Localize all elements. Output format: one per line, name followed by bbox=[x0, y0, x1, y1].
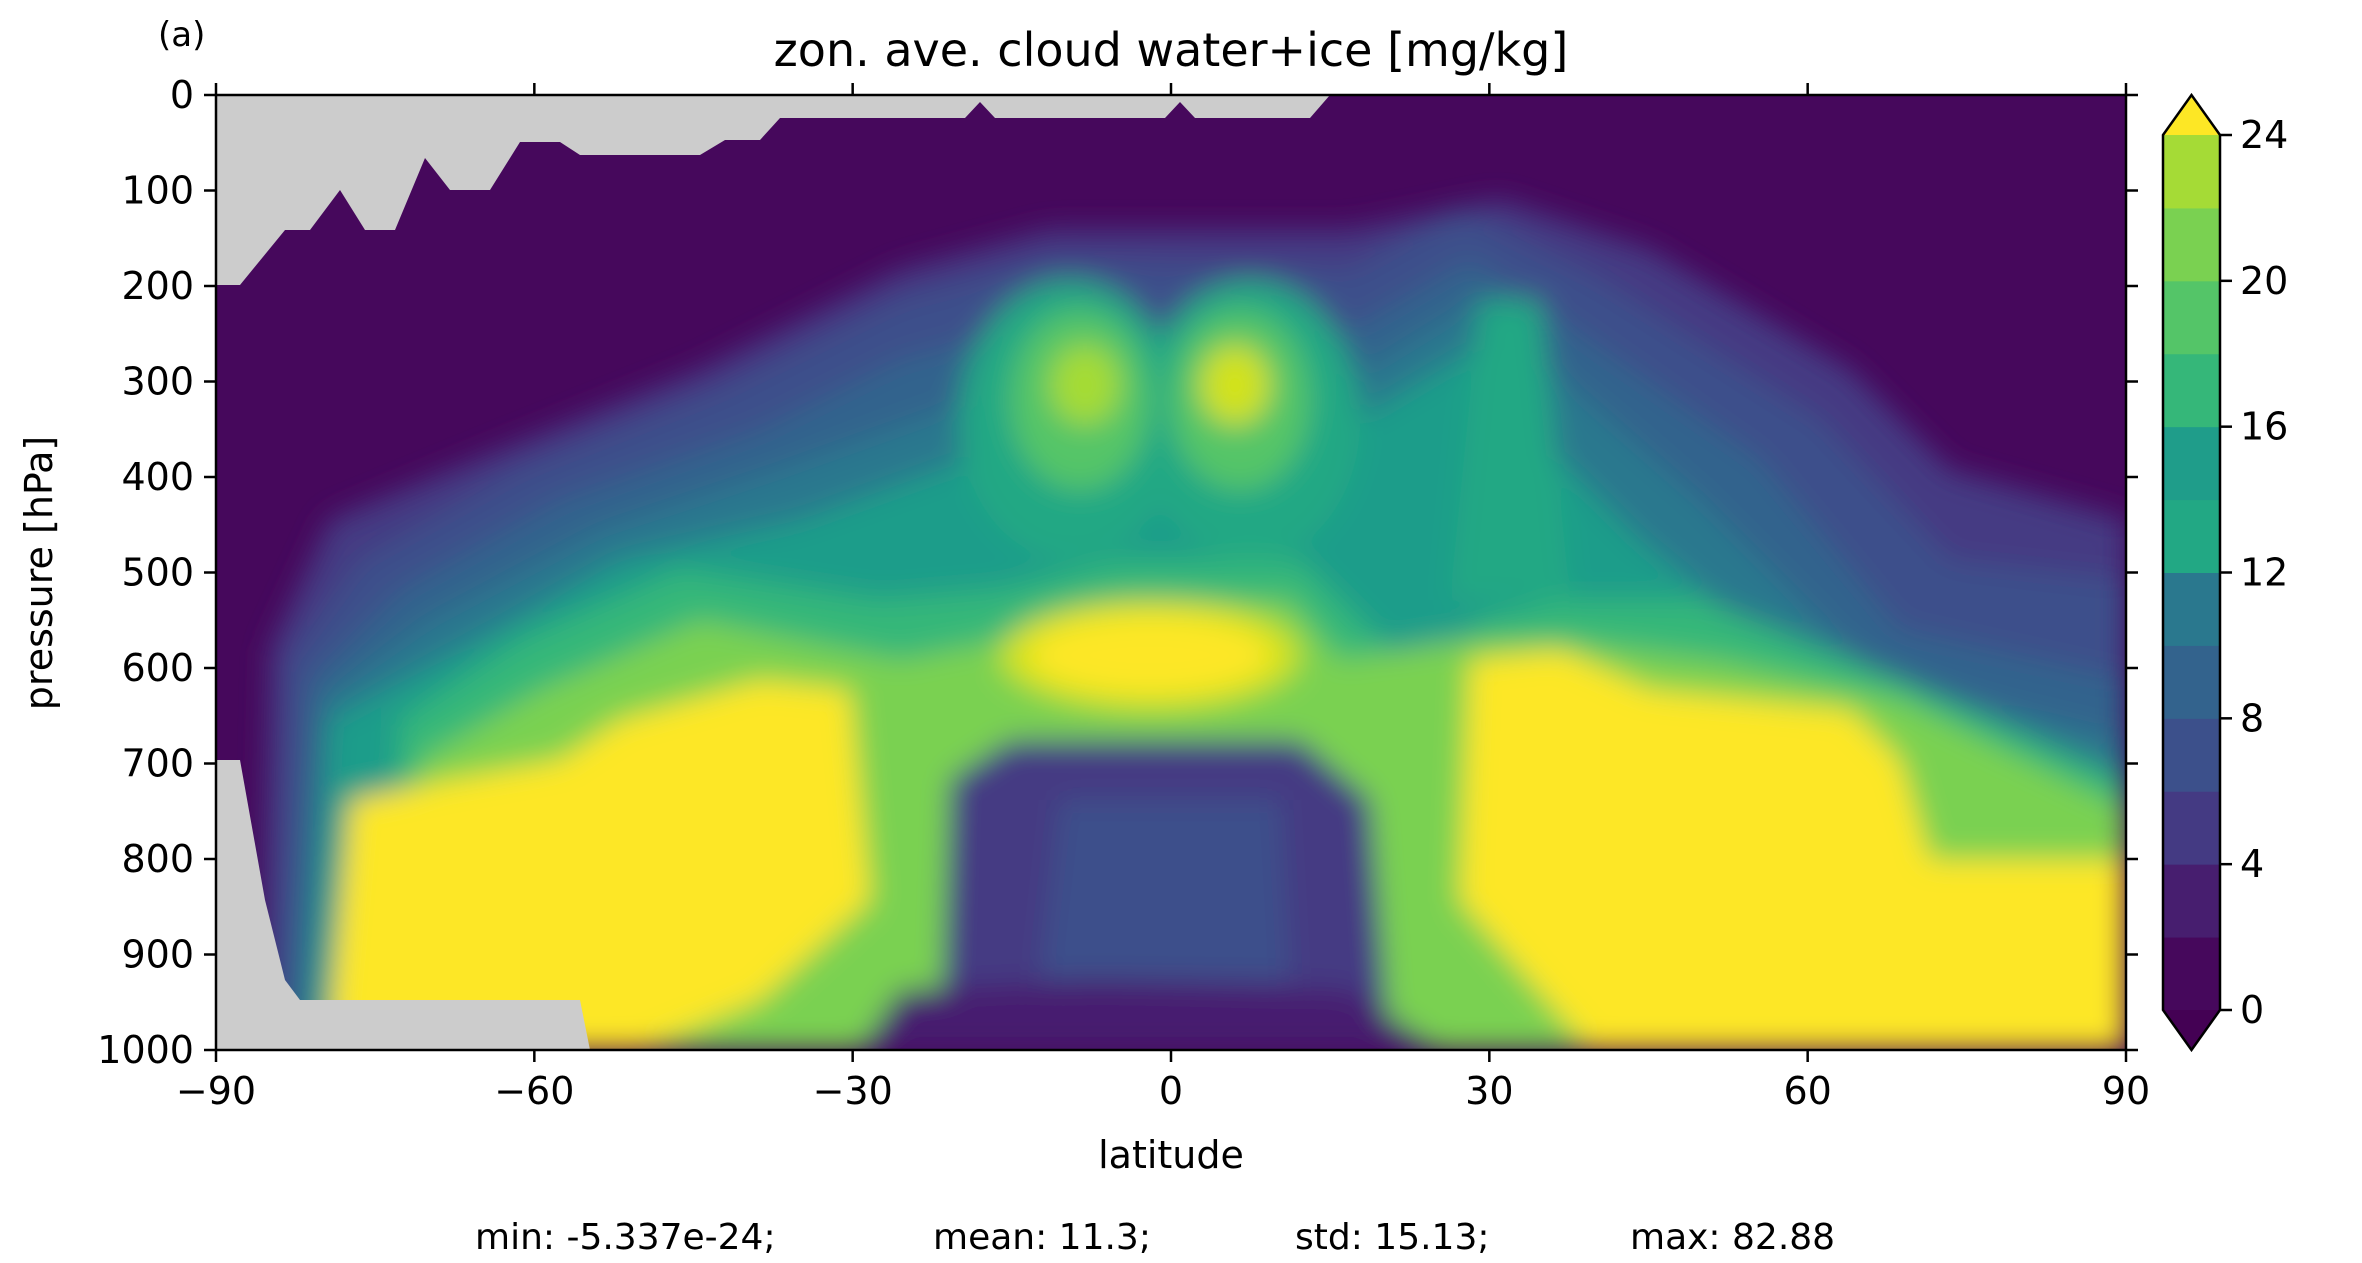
column-30n bbox=[1450, 300, 1570, 600]
stats-line: min: -5.337e-24; mean: 11.3; std: 15.13;… bbox=[475, 1217, 1835, 1258]
colorbar-segment bbox=[2163, 280, 2220, 355]
x-tick-label: 90 bbox=[2102, 1069, 2150, 1113]
colorbar-segment bbox=[2163, 207, 2220, 282]
stat-mean: mean: 11.3; bbox=[933, 1217, 1151, 1258]
x-axis-label: latitude bbox=[1098, 1133, 1244, 1177]
y-axis-label: pressure [hPa] bbox=[17, 436, 61, 710]
masked-region-left bbox=[216, 760, 300, 1000]
colorbar-segment bbox=[2163, 864, 2220, 938]
x-tick-label: 60 bbox=[1783, 1069, 1831, 1113]
colorbar-tick-label: 4 bbox=[2240, 842, 2264, 886]
y-tick-label: 1000 bbox=[97, 1028, 194, 1072]
y-tick-label: 800 bbox=[121, 837, 194, 881]
y-tick-label: 900 bbox=[121, 933, 194, 977]
tropical-low-minimum-inner bbox=[1040, 800, 1290, 980]
chart-title: zon. ave. cloud water+ice [mg/kg] bbox=[774, 23, 1569, 77]
colorbar-tick-label: 24 bbox=[2240, 113, 2288, 157]
max-region-south bbox=[330, 680, 870, 1050]
y-tick-label: 500 bbox=[121, 551, 194, 595]
y-tick-label: 0 bbox=[170, 73, 194, 117]
colorbar-segment bbox=[2163, 645, 2220, 719]
upper-lobe-left-core bbox=[1050, 345, 1120, 425]
y-tick-label: 100 bbox=[121, 169, 194, 213]
panel-label: (a) bbox=[158, 15, 205, 55]
y-tick-label: 300 bbox=[121, 360, 194, 404]
y-tick-label: 600 bbox=[121, 646, 194, 690]
colorbar-segment bbox=[2163, 937, 2220, 1011]
colorbar-tick-label: 8 bbox=[2240, 696, 2264, 740]
y-tick-label: 200 bbox=[121, 264, 194, 308]
colorbar-segment bbox=[2163, 135, 2220, 209]
tropical-mid-core bbox=[1030, 615, 1270, 695]
colorbar-segment bbox=[2163, 572, 2220, 646]
stat-max: max: 82.88 bbox=[1630, 1217, 1835, 1258]
colorbar-extend-max bbox=[2163, 95, 2220, 135]
masked-region-surface bbox=[216, 1000, 590, 1050]
x-tick-label: 30 bbox=[1465, 1069, 1513, 1113]
y-tick-label: 400 bbox=[121, 455, 194, 499]
colorbar-tick-label: 0 bbox=[2240, 988, 2264, 1032]
colorbar-tick-label: 12 bbox=[2240, 551, 2288, 595]
x-tick-label: −90 bbox=[176, 1069, 256, 1113]
max-region-north bbox=[1460, 650, 2126, 1050]
contour-field bbox=[260, 200, 2126, 1050]
colorbar-extend-min bbox=[2163, 1010, 2220, 1050]
x-tick-label: −60 bbox=[494, 1069, 574, 1113]
colorbar-segment bbox=[2163, 499, 2220, 573]
x-tick-label: 0 bbox=[1159, 1069, 1183, 1113]
colorbar-segment bbox=[2163, 718, 2220, 792]
plot-area bbox=[216, 95, 2126, 1050]
colorbar-segment bbox=[2163, 426, 2220, 501]
tropical-surface-minimum bbox=[860, 980, 1440, 1050]
stat-std: std: 15.13; bbox=[1295, 1217, 1489, 1258]
colorbar-segment bbox=[2163, 791, 2220, 865]
colorbar-tick-label: 16 bbox=[2240, 405, 2288, 449]
y-axis: 0 100 200 300 400 500 600 700 800 900 1000 bbox=[97, 73, 2138, 1072]
stat-min: min: -5.337e-24; bbox=[475, 1217, 776, 1258]
masked-region-top bbox=[216, 95, 1330, 285]
colorbar: 0 4 8 12 16 20 24 bbox=[2161, 92, 2288, 1053]
y-tick-label: 700 bbox=[121, 742, 194, 786]
x-axis: −90 −60 −30 0 30 60 90 bbox=[176, 83, 2150, 1113]
upper-lobe-right-core bbox=[1200, 345, 1270, 425]
x-tick-label: −30 bbox=[813, 1069, 893, 1113]
colorbar-segment bbox=[2163, 353, 2220, 428]
colorbar-tick-label: 20 bbox=[2240, 259, 2288, 303]
